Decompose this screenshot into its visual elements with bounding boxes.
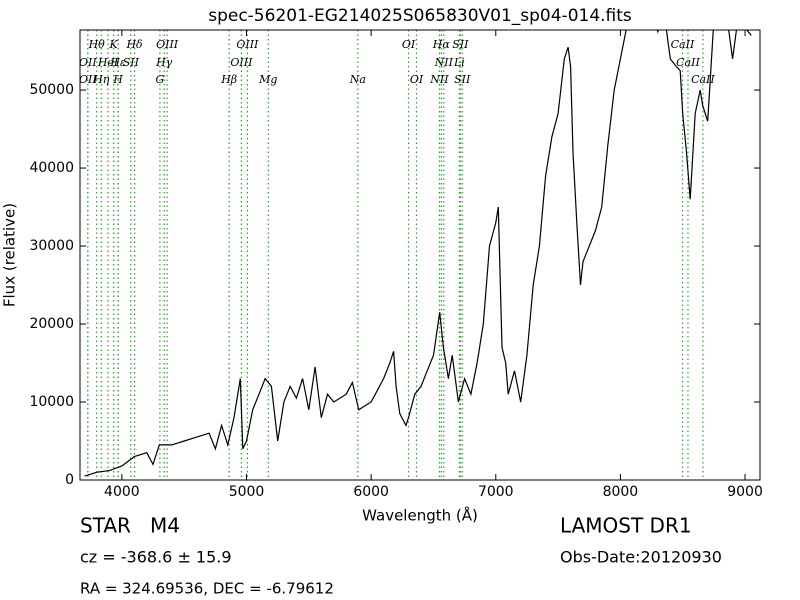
spectral-line-label: OI xyxy=(410,73,424,86)
x-tick-label: 5000 xyxy=(229,484,265,500)
spectral-line-label: NII xyxy=(434,56,454,69)
spectral-line-label: Hγ xyxy=(155,56,173,69)
spectral-line-label: OIII xyxy=(156,38,179,51)
info-left: STAR M4 xyxy=(80,514,180,538)
spectral-line-label: CaII xyxy=(671,38,695,51)
x-tick-label: 7000 xyxy=(478,484,514,500)
info-right: LAMOST DR1 xyxy=(560,514,692,538)
y-tick-label: 0 xyxy=(65,472,74,488)
spectral-line-label: Na xyxy=(349,73,366,86)
x-tick-label: 6000 xyxy=(353,484,389,500)
spectral-line-label: OII xyxy=(79,73,97,86)
info-left: cz = -368.6 ± 15.9 xyxy=(80,548,232,567)
spectral-line-label: SII xyxy=(123,56,140,69)
spectral-line-label: OIII xyxy=(230,56,253,69)
spectral-line-label: Mg xyxy=(258,73,277,86)
info-right: Obs-Date:20120930 xyxy=(560,548,722,567)
plot-frame xyxy=(79,29,761,481)
y-tick-label: 50000 xyxy=(29,82,74,98)
info-left: RA = 324.69536, DEC = -6.79612 xyxy=(80,580,334,598)
y-tick-label: 10000 xyxy=(29,394,74,410)
spectral-line-label: Hδ xyxy=(125,38,143,51)
spectral-line-label: G xyxy=(155,73,164,86)
spectral-line-label: Hη xyxy=(92,73,110,86)
spectrum-line xyxy=(84,30,752,477)
y-tick-label: 20000 xyxy=(29,316,74,332)
spectral-line-label: SII xyxy=(452,38,469,51)
spectral-line-label: NII xyxy=(429,73,449,86)
x-tick-label: 9000 xyxy=(727,484,763,500)
spectral-line-label: Hβ xyxy=(220,73,237,86)
spectral-line-label: Hθ xyxy=(88,38,106,51)
spectral-line-label: HeI xyxy=(97,56,119,69)
chart-title: spec-56201-EG214025S065830V01_sp04-014.f… xyxy=(208,6,632,26)
spectral-line-label: Li xyxy=(453,56,465,69)
spectral-line-label: OII xyxy=(79,56,97,69)
x-tick-label: 4000 xyxy=(104,484,140,500)
spectral-line-label: CaII xyxy=(676,56,700,69)
spectral-line-label: OI xyxy=(402,38,416,51)
plot-area xyxy=(84,30,752,480)
y-tick-label: 30000 xyxy=(29,238,74,254)
x-axis-label: Wavelength (Å) xyxy=(362,506,478,525)
spectral-line-label: SII xyxy=(454,73,471,86)
spectral-line-label: K xyxy=(109,38,119,51)
y-axis-label: Flux (relative) xyxy=(1,203,19,307)
spectral-line-label: Hε xyxy=(109,56,126,69)
spectral-line-label: CaII xyxy=(691,73,715,86)
y-tick-label: 40000 xyxy=(29,160,74,176)
x-tick-label: 8000 xyxy=(603,484,639,500)
spectral-line-label: H xyxy=(112,73,123,86)
spectral-line-label: Hα xyxy=(432,38,451,51)
spectral-line-label: OIII xyxy=(236,38,259,51)
